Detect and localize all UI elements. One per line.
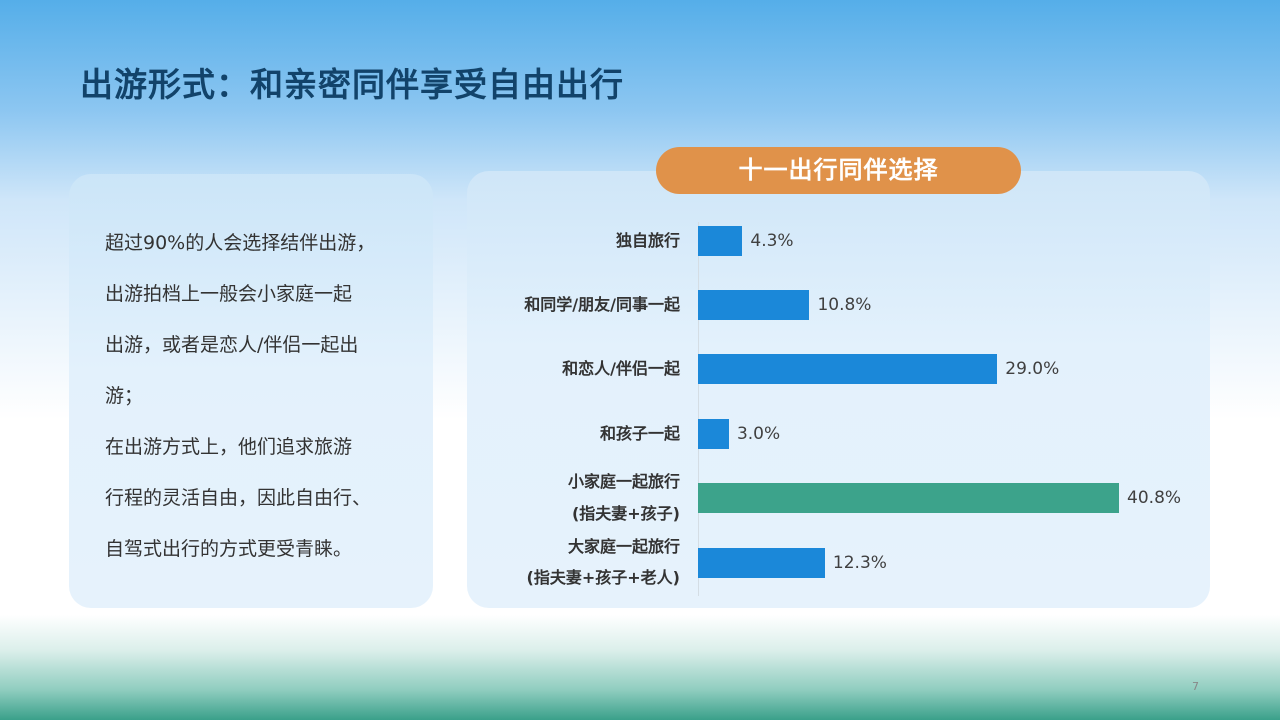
value-label: 3.0%	[736, 424, 781, 444]
value-label: 10.8%	[817, 295, 872, 315]
value-label: 40.8%	[1127, 488, 1182, 508]
summary-line: 行程的灵活自由，因此自由行、	[105, 487, 372, 509]
bar	[698, 354, 998, 384]
category-sublabel: (指夫妻+孩子)	[571, 504, 680, 523]
chart-row: 小家庭一起旅行 (指夫妻+孩子) 40.8%	[467, 472, 1210, 543]
value-label: 12.3%	[832, 553, 887, 573]
category-label: 和孩子一起	[599, 424, 680, 443]
summary-line: 在出游方式上，他们追求旅游	[105, 436, 353, 458]
summary-text: 超过90%的人会选择结伴出游， 出游拍档上一般会小家庭一起 出游，或者是恋人/伴…	[105, 218, 415, 575]
chart-row: 独自旅行 4.3%	[467, 226, 1210, 286]
chart-axis	[698, 222, 699, 596]
bar	[698, 226, 743, 256]
chart-row: 和同学/朋友/同事一起 10.8%	[467, 290, 1210, 350]
summary-line: 游；	[105, 385, 144, 407]
category-label: 大家庭一起旅行	[567, 537, 680, 556]
category-label: 和同学/朋友/同事一起	[524, 295, 680, 314]
value-label: 4.3%	[750, 231, 794, 251]
bar	[698, 419, 729, 449]
summary-card: 超过90%的人会选择结伴出游， 出游拍档上一般会小家庭一起 出游，或者是恋人/伴…	[69, 174, 433, 608]
value-label: 29.0%	[1005, 359, 1060, 379]
category-sublabel: (指夫妻+孩子+老人)	[526, 568, 680, 587]
chart-card	[467, 171, 1210, 608]
page-number: 7	[1192, 680, 1199, 693]
chart-title-badge: 十一出行同伴选择	[656, 147, 1021, 194]
bar	[698, 290, 810, 320]
summary-line: 自驾式出行的方式更受青睐。	[105, 538, 353, 560]
chart-row: 和恋人/伴侣一起 29.0%	[467, 354, 1210, 414]
summary-line: 出游拍档上一般会小家庭一起	[105, 283, 353, 305]
chart-row: 大家庭一起旅行 (指夫妻+孩子+老人) 12.3%	[467, 537, 1210, 608]
slide-title: 出游形式：和亲密同伴享受自由出行	[80, 65, 624, 104]
summary-line: 出游，或者是恋人/伴侣一起出	[105, 334, 359, 356]
category-label: 独自旅行	[615, 231, 680, 250]
category-label: 小家庭一起旅行	[567, 472, 680, 491]
summary-line: 超过90%的人会选择结伴出游，	[105, 232, 376, 254]
bar	[698, 483, 1120, 513]
bar	[698, 548, 825, 578]
category-label: 和恋人/伴侣一起	[562, 359, 680, 378]
chart-row: 和孩子一起 3.0%	[467, 419, 1210, 479]
